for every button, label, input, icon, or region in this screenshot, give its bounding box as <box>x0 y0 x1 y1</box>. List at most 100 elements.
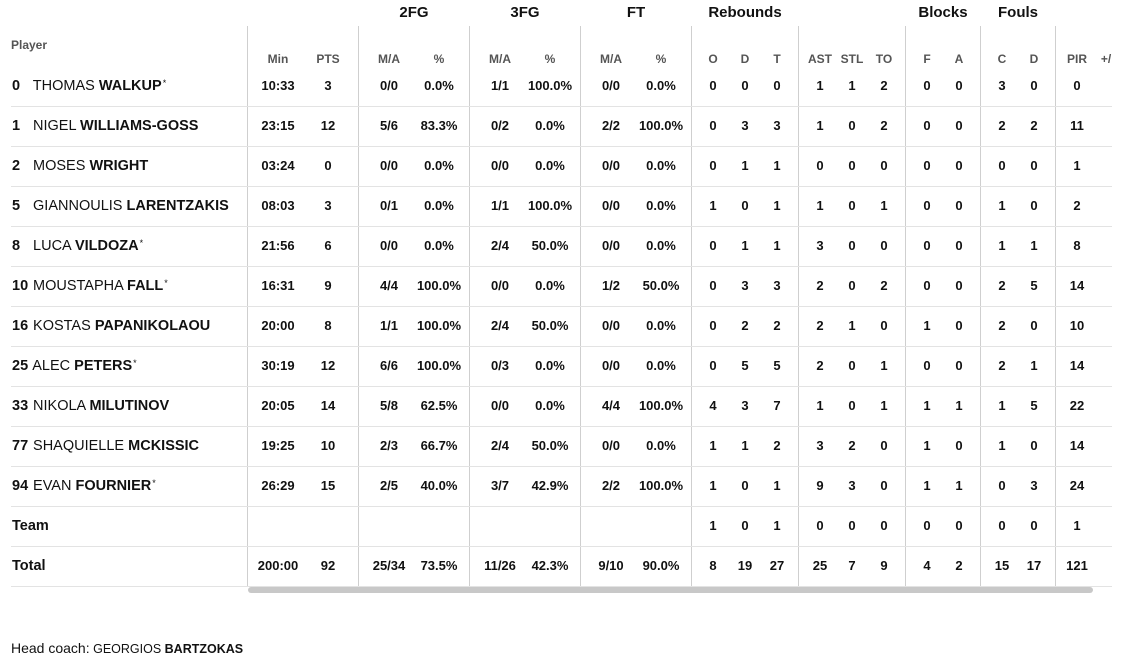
stat-cell: 2 <box>998 118 1006 133</box>
stat-cell: 24 <box>1069 478 1085 493</box>
stat-cell: 1 <box>741 438 749 453</box>
stat-cell: 2 <box>998 278 1006 293</box>
column-header-12[interactable]: STL <box>840 52 864 66</box>
stat-cell: 3 <box>773 118 781 133</box>
stat-cell: 1 <box>741 158 749 173</box>
player-name[interactable]: 10 MOUSTAPHA FALL* <box>12 266 168 306</box>
stat-cell: 0 <box>848 158 856 173</box>
column-header-9[interactable]: D <box>740 52 750 66</box>
starter-marker: * <box>139 238 144 248</box>
stat-cell: 1 <box>773 158 781 173</box>
column-header-15[interactable]: A <box>954 52 964 66</box>
player-last-name: MILUTINOV <box>89 398 170 414</box>
player-name[interactable]: 77 SHAQUIELLE MCKISSIC <box>12 426 199 466</box>
stat-cell: 0/0 <box>601 198 621 213</box>
stat-cell: 0 <box>955 198 963 213</box>
stat-cell: 0 <box>709 318 717 333</box>
column-header-14[interactable]: F <box>923 52 931 66</box>
stat-cell: 0/0 <box>490 158 510 173</box>
table-row[interactable]: 1 NIGEL WILLIAMS-GOSS 23:15 12 5/6 83.3% 0/2 0… <box>11 106 1112 147</box>
column-header-16[interactable]: C <box>997 52 1007 66</box>
stat-cell: 3 <box>324 198 332 213</box>
horizontal-scrollbar[interactable] <box>248 587 1093 593</box>
stat-cell: 0 <box>324 158 332 173</box>
stat-cell: 0/0 <box>379 238 399 253</box>
column-header-10[interactable]: T <box>773 52 781 66</box>
player-last-name: PAPANIKOLAOU <box>94 318 211 334</box>
player-name[interactable]: 16 KOSTAS PAPANIKOLAOU <box>12 306 210 346</box>
stat-cell: 5/6 <box>379 118 399 133</box>
player-number: 77 <box>12 438 29 454</box>
stat-cell: 08:03 <box>261 198 295 213</box>
player-first-name: LUCA <box>33 238 71 254</box>
stat-cell: 3 <box>816 238 824 253</box>
table-row[interactable]: 2 MOSES WRIGHT 03:24 0 0/0 0.0% 0/0 0.0% 0/0 0.0… <box>11 146 1112 187</box>
stat-cell: 5/8 <box>379 398 399 413</box>
player-first-name: KOSTAS <box>33 318 91 334</box>
stat-cell: 0.0% <box>535 278 565 293</box>
column-header-11[interactable]: AST <box>808 52 832 66</box>
column-header-13[interactable]: TO <box>875 52 893 66</box>
table-row[interactable]: 77 SHAQUIELLE MCKISSIC 19:25 10 2/3 66.7% 2/4… <box>11 426 1112 467</box>
stat-cell: 3 <box>816 438 824 453</box>
stat-cell: 0 <box>880 478 888 493</box>
stat-cell: 1 <box>773 198 781 213</box>
stat-cell: 2 <box>998 358 1006 373</box>
player-name[interactable]: 33 NIKOLA MILUTINOV <box>12 386 169 426</box>
player-name[interactable]: 0 THOMAS WALKUP* <box>12 66 166 106</box>
column-header-6[interactable]: M/A <box>600 52 622 66</box>
stat-cell: 2 <box>955 558 963 573</box>
stat-cell: 2 <box>773 318 781 333</box>
stat-cell: 100.0% <box>527 78 573 93</box>
stat-cell: 9 <box>816 478 824 493</box>
stat-cell: 0/0 <box>601 318 621 333</box>
stat-cell: 1 <box>923 398 931 413</box>
player-name[interactable]: 25 ALEC PETERS* <box>12 346 137 386</box>
column-header-5[interactable]: % <box>544 52 556 66</box>
column-header-4[interactable]: M/A <box>489 52 511 66</box>
player-name[interactable]: 1 NIGEL WILLIAMS-GOSS <box>12 106 198 146</box>
table-row[interactable]: 0 THOMAS WALKUP* 10:33 3 0/0 0.0% 1/1 100.0% 0/… <box>11 66 1112 107</box>
column-header-8[interactable]: O <box>708 52 718 66</box>
stat-cell: 0 <box>741 198 749 213</box>
stat-cell: 2/3 <box>379 438 399 453</box>
stat-cell: 0 <box>880 158 888 173</box>
column-header-1[interactable]: PTS <box>316 52 340 66</box>
stat-cell: 0/0 <box>490 278 510 293</box>
stat-cell: 3 <box>848 478 856 493</box>
table-row[interactable]: 8 LUCA VILDOZA* 21:56 6 0/0 0.0% 2/4 50.0% 0/0 0… <box>11 226 1112 267</box>
player-last-name: FOURNIER <box>75 478 152 494</box>
group-header-2: FT <box>626 4 646 21</box>
starter-marker: * <box>164 278 168 288</box>
stat-cell: 2 <box>741 318 749 333</box>
stat-cell: 0.0% <box>646 198 676 213</box>
table-row[interactable]: 94 EVAN FOURNIER* 26:29 15 2/5 40.0% 3/7 42.9%… <box>11 466 1112 507</box>
column-header-0[interactable]: Min <box>267 52 289 66</box>
stat-cell: 0 <box>923 238 931 253</box>
column-header-3[interactable]: % <box>433 52 445 66</box>
stat-cell: 0.0% <box>646 318 676 333</box>
table-row[interactable]: 25 ALEC PETERS* 30:19 12 6/6 100.0% 0/3 0.0% 0/… <box>11 346 1112 387</box>
column-header-19[interactable]: +/ <box>1100 52 1112 66</box>
column-header-2[interactable]: M/A <box>378 52 400 66</box>
column-header-18[interactable]: PIR <box>1066 52 1087 66</box>
stat-cell: 0 <box>955 318 963 333</box>
stat-cell: 0 <box>998 158 1006 173</box>
table-row[interactable]: 33 NIKOLA MILUTINOV 20:05 14 5/8 62.5% 0/0 0.0… <box>11 386 1112 427</box>
table-row[interactable]: 10 MOUSTAPHA FALL* 16:31 9 4/4 100.0% 0/0 0.0%… <box>11 266 1112 307</box>
player-name[interactable]: 5 GIANNOULIS LARENTZAKIS <box>12 186 229 226</box>
player-last-name: MCKISSIC <box>128 438 200 454</box>
stat-cell: 0.0% <box>424 198 454 213</box>
stat-cell: 0 <box>1030 318 1038 333</box>
stat-cell: 0.0% <box>535 118 565 133</box>
stat-cell: 0.0% <box>424 158 454 173</box>
stat-cell: 0 <box>709 158 717 173</box>
player-name[interactable]: 8 LUCA VILDOZA* <box>12 226 143 266</box>
column-header-7[interactable]: % <box>655 52 667 66</box>
table-row[interactable]: 5 GIANNOULIS LARENTZAKIS 08:03 3 0/1 0.0% 1/1… <box>11 186 1112 227</box>
column-header-17[interactable]: D <box>1029 52 1039 66</box>
stat-cell: 2 <box>773 438 781 453</box>
table-row[interactable]: 16 KOSTAS PAPANIKOLAOU 20:00 8 1/1 100.0% 2/4… <box>11 306 1112 347</box>
player-name[interactable]: 2 MOSES WRIGHT <box>12 146 148 186</box>
player-name[interactable]: 94 EVAN FOURNIER* <box>12 466 156 506</box>
